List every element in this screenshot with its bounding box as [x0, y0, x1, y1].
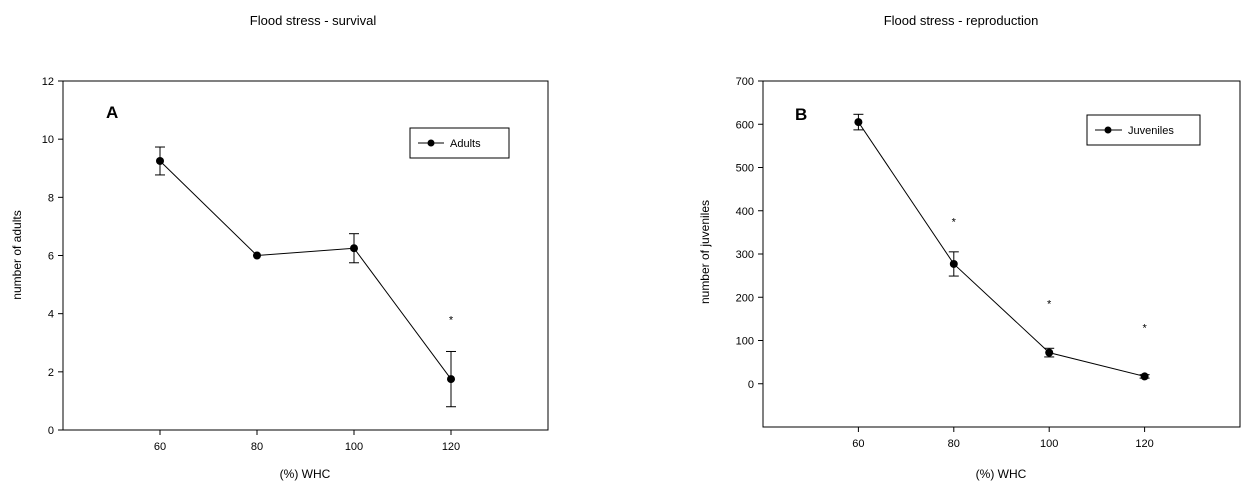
y-tick-label: 10	[42, 134, 54, 146]
legend-marker	[1104, 126, 1112, 134]
series-line	[857, 121, 1145, 377]
data-point	[1045, 348, 1054, 357]
legend-label: Juveniles	[1128, 125, 1174, 137]
y-axis-label: number of adults	[10, 210, 24, 299]
data-point	[156, 156, 164, 165]
significance-marker: *	[1047, 299, 1052, 311]
y-tick-label: 12	[42, 76, 54, 88]
data-point	[253, 251, 261, 260]
legend-marker	[427, 139, 435, 147]
y-tick-label: 200	[736, 292, 754, 304]
x-tick-label: 120	[442, 441, 460, 453]
y-tick-label: 100	[736, 336, 754, 348]
x-axis-label: (%) WHC	[280, 467, 331, 481]
y-tick-label: 700	[736, 76, 754, 88]
data-point	[447, 375, 455, 384]
y-tick-label: 0	[48, 425, 54, 437]
chart-title: Flood stress - reproduction	[884, 13, 1039, 28]
data-point	[350, 244, 358, 253]
x-tick-label: 120	[1135, 438, 1153, 450]
panel-label: A	[106, 103, 118, 122]
y-axis-label: number of juveniles	[698, 200, 712, 304]
chart-survival: Flood stress - survival A (%) WHC number…	[10, 13, 549, 481]
legend: Juveniles	[1086, 114, 1201, 146]
legend-label: Adults	[450, 138, 481, 150]
y-tick-label: 6	[48, 251, 54, 263]
y-tick-label: 500	[736, 163, 754, 175]
significance-marker: *	[952, 217, 957, 229]
y-tick-label: 400	[736, 206, 754, 218]
data-point	[949, 259, 958, 268]
chart-title: Flood stress - survival	[250, 13, 377, 28]
y-tick-label: 4	[48, 309, 54, 321]
x-tick-label: 80	[948, 438, 960, 450]
x-tick-label: 60	[154, 441, 166, 453]
significance-marker: *	[449, 314, 454, 326]
panel-label: B	[795, 105, 807, 124]
x-tick-label: 80	[251, 441, 263, 453]
series-line	[159, 160, 452, 380]
x-tick-label: 100	[345, 441, 363, 453]
data-point	[1140, 372, 1149, 381]
chart-reproduction: Flood stress - reproduction B (%) WHC nu…	[698, 13, 1241, 481]
x-axis-label: (%) WHC	[976, 467, 1027, 481]
y-tick-label: 600	[736, 119, 754, 131]
axis-ticks: 0 100 200 300 400 500 600 700 60 80 100 120	[736, 76, 1154, 450]
data-point	[854, 118, 863, 127]
y-tick-label: 0	[748, 379, 754, 391]
y-tick-label: 2	[48, 367, 54, 379]
y-tick-label: 300	[736, 249, 754, 261]
significance-marker: *	[1142, 323, 1147, 335]
legend: Adults	[409, 127, 510, 159]
data-marks: *	[155, 146, 456, 408]
x-tick-label: 100	[1040, 438, 1058, 450]
axis-ticks: 0 2 4 6 8 10 12 60 80 100 120	[42, 76, 460, 453]
x-tick-label: 60	[852, 438, 864, 450]
data-marks: * * *	[853, 113, 1150, 381]
y-tick-label: 8	[48, 192, 54, 204]
